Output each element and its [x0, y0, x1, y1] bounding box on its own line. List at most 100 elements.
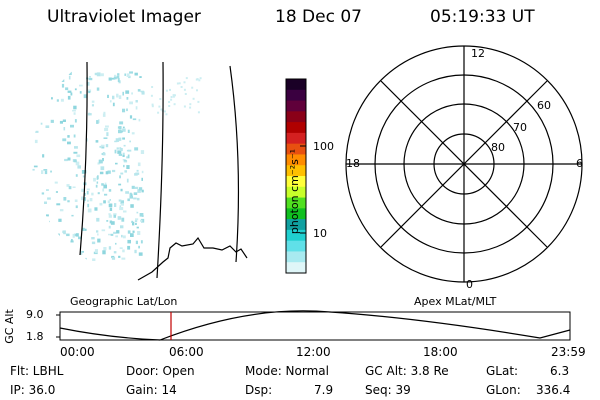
speckle	[125, 191, 129, 194]
speckle	[129, 140, 131, 143]
speckle	[74, 88, 77, 91]
speckle	[132, 221, 135, 226]
geographic-title: Geographic Lat/Lon	[70, 295, 178, 308]
colorbar-segment	[286, 240, 306, 253]
speckle	[137, 231, 141, 235]
speckle	[88, 91, 91, 94]
speckle	[138, 118, 141, 122]
speckle	[86, 191, 89, 195]
speckle	[38, 70, 42, 74]
speckle	[99, 171, 104, 175]
speckle	[67, 200, 70, 203]
speckle	[132, 230, 135, 233]
speckle	[71, 256, 74, 260]
speckle	[63, 197, 67, 201]
colorbar-segment	[286, 165, 306, 177]
speckle	[34, 139, 38, 144]
speckle	[82, 175, 86, 178]
speckle	[122, 154, 125, 157]
colorbar-segment	[286, 251, 306, 263]
speckle	[73, 134, 76, 138]
speckle	[96, 217, 100, 222]
speckle	[127, 198, 130, 202]
speckle	[76, 154, 81, 158]
speckle	[135, 106, 138, 110]
speckle	[62, 138, 67, 142]
speckle	[113, 251, 117, 254]
speckle	[135, 222, 137, 225]
mlt-label-0: 0	[466, 278, 473, 291]
speckle	[134, 147, 139, 151]
colorbar-segment	[286, 132, 306, 145]
speckle	[36, 220, 39, 224]
speckle	[91, 237, 95, 240]
speckle	[67, 157, 71, 161]
speckle	[138, 245, 140, 249]
speckle	[32, 124, 36, 127]
speckle	[118, 199, 122, 202]
colorbar-segment	[286, 229, 306, 242]
colorbar	[286, 79, 306, 274]
speckle	[92, 258, 96, 261]
speckle	[104, 182, 107, 185]
colorbar-segment	[286, 262, 306, 274]
speckle	[101, 183, 104, 186]
speckle	[117, 150, 122, 154]
speckle	[123, 210, 127, 213]
speckle	[127, 230, 131, 234]
speckle	[168, 101, 171, 103]
speckle	[122, 126, 125, 129]
speckle	[101, 229, 106, 232]
info-gain: Gain: 14	[126, 383, 177, 397]
speckle	[62, 255, 66, 258]
speckle	[86, 188, 90, 191]
speckle	[189, 106, 192, 109]
timeline-xtick-0600: 06:00	[169, 345, 204, 359]
speckle	[196, 89, 198, 92]
speckle	[118, 183, 122, 186]
colorbar-segment	[286, 154, 306, 166]
speckle	[88, 77, 93, 81]
speckle	[73, 105, 77, 110]
speckle	[38, 226, 41, 230]
speckle	[108, 213, 111, 215]
speckle	[86, 81, 90, 86]
speckle	[67, 90, 72, 93]
speckle	[117, 126, 122, 129]
speckle	[158, 105, 161, 108]
meridian-line-1	[79, 61, 88, 256]
speckle	[118, 255, 121, 258]
speckle	[89, 198, 93, 202]
colorbar-segment	[286, 79, 306, 91]
speckle	[62, 119, 66, 122]
timeline-axis-name: GC Alt	[2, 309, 16, 344]
speckle	[125, 90, 130, 94]
speckle	[129, 195, 133, 199]
speckle	[96, 72, 101, 77]
speckle	[83, 197, 86, 201]
speckle	[126, 165, 130, 169]
meridian-line-2	[156, 61, 164, 279]
speckle	[159, 98, 162, 100]
speckle	[68, 71, 72, 75]
speckle	[139, 76, 142, 78]
speckle	[74, 146, 78, 149]
speckle	[73, 159, 77, 163]
speckle	[114, 74, 117, 79]
speckle	[135, 218, 139, 221]
speckle	[67, 95, 71, 100]
speckle	[119, 207, 124, 211]
speckle	[52, 249, 56, 254]
speckle	[120, 200, 124, 205]
speckle	[72, 186, 76, 188]
speckle	[36, 251, 39, 256]
speckle	[129, 71, 133, 74]
speckle	[168, 105, 171, 107]
speckle	[150, 94, 153, 97]
speckle	[198, 79, 201, 82]
speckle	[197, 100, 200, 103]
speckle	[43, 169, 48, 171]
speckle	[96, 181, 99, 184]
speckle	[151, 86, 154, 88]
speckle	[114, 149, 117, 154]
